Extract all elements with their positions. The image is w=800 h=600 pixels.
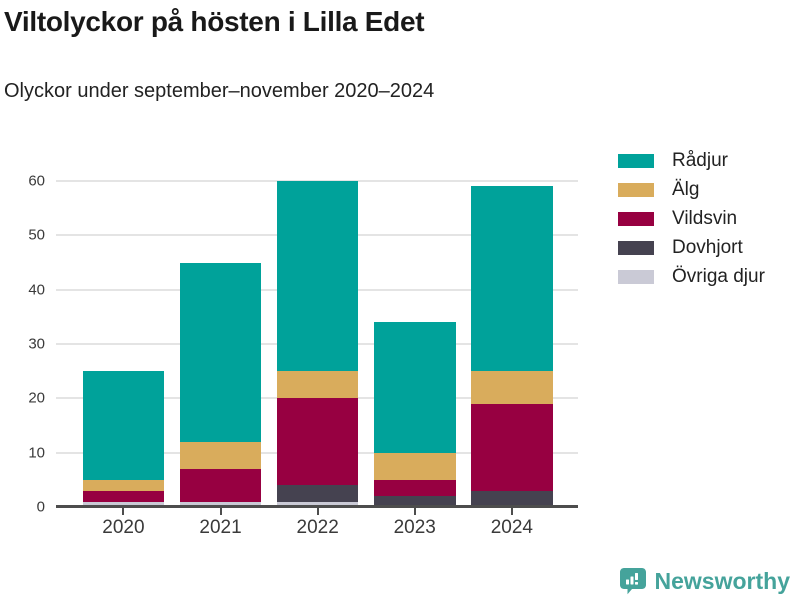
brand-footer: Newsworthy — [619, 567, 790, 595]
x-axis-label-2022: 2022 — [296, 517, 339, 538]
legend-swatch-Dovhjort — [618, 240, 654, 255]
x-axis-tick-2024 — [510, 508, 513, 515]
legend-label-Vildsvin: Vildsvin — [672, 207, 738, 229]
bar-segment-2021-Älg — [179, 441, 262, 469]
newsworthy-logo-icon — [619, 568, 646, 595]
bar-segment-2022-Övriga djur — [276, 501, 359, 507]
bar-segment-2021-Rådjur — [179, 262, 262, 442]
legend-label-Älg: Älg — [672, 178, 700, 200]
bar-segment-2024-Rådjur — [471, 186, 553, 372]
y-axis-label-50: 50 — [28, 226, 45, 244]
brand-name: Newsworthy — [654, 567, 790, 594]
x-axis-tick-2023 — [413, 508, 416, 515]
bar-segment-2020-Övriga djur — [82, 501, 165, 507]
bar-segment-2020-Rådjur — [82, 371, 165, 480]
bar-segment-2020-Älg — [82, 479, 165, 491]
bar-segment-2023-Rådjur — [374, 322, 456, 453]
legend-swatch-Älg — [618, 182, 654, 197]
y-axis-label-30: 30 — [28, 335, 45, 353]
legend-item-Vildsvin: Vildsvin — [618, 204, 765, 233]
bar-segment-2020-Vildsvin — [82, 490, 165, 502]
y-axis-label-40: 40 — [28, 281, 45, 299]
y-axis-label-10: 10 — [28, 444, 45, 462]
y-axis-label-60: 60 — [28, 172, 45, 190]
legend-label-Dovhjort: Dovhjort — [672, 236, 743, 258]
x-axis-tick-2020 — [122, 508, 125, 515]
legend-swatch-Övriga djur — [618, 269, 654, 284]
bar-segment-2023-Vildsvin — [374, 479, 456, 497]
x-axis-label-2020: 2020 — [102, 517, 145, 538]
y-axis-label-0: 0 — [36, 498, 45, 516]
bar-segment-2022-Rådjur — [276, 181, 359, 372]
page-subtitle: Olyckor under september–november 2020–20… — [4, 80, 435, 102]
bar-segment-2021-Vildsvin — [179, 468, 262, 502]
legend-swatch-Vildsvin — [618, 211, 654, 226]
bar-segment-2024-Vildsvin — [471, 403, 553, 491]
bar-segment-2024-Älg — [471, 371, 553, 404]
x-axis-label-2023: 2023 — [393, 517, 436, 538]
bar-segment-2021-Övriga djur — [179, 501, 262, 507]
y-axis-label-20: 20 — [28, 389, 45, 407]
legend-swatch-Rådjur — [618, 153, 654, 168]
bar-segment-2022-Älg — [276, 371, 359, 399]
bar-segment-2022-Dovhjort — [276, 485, 359, 502]
legend-item-Övriga djur: Övriga djur — [618, 262, 765, 291]
legend-item-Dovhjort: Dovhjort — [618, 233, 765, 262]
page-title: Viltolyckor på hösten i Lilla Edet — [4, 6, 425, 37]
x-axis-tick-2021 — [219, 508, 222, 515]
x-axis-label-2021: 2021 — [199, 517, 242, 538]
x-axis-tick-2022 — [316, 508, 319, 515]
legend-item-Älg: Älg — [618, 175, 765, 204]
bar-segment-2023-Älg — [374, 452, 456, 480]
bar-segment-2023-Dovhjort — [374, 496, 456, 507]
legend: Rådjur Älg Vildsvin Dovhjort Övriga djur — [618, 146, 765, 291]
x-axis-label-2024: 2024 — [490, 517, 533, 538]
legend-label-Övriga djur: Övriga djur — [672, 265, 765, 287]
x-axis-line — [56, 505, 578, 508]
legend-label-Rådjur: Rådjur — [672, 149, 728, 171]
bar-segment-2022-Vildsvin — [276, 398, 359, 486]
bar-segment-2024-Dovhjort — [471, 490, 553, 507]
legend-item-Rådjur: Rådjur — [618, 146, 765, 175]
